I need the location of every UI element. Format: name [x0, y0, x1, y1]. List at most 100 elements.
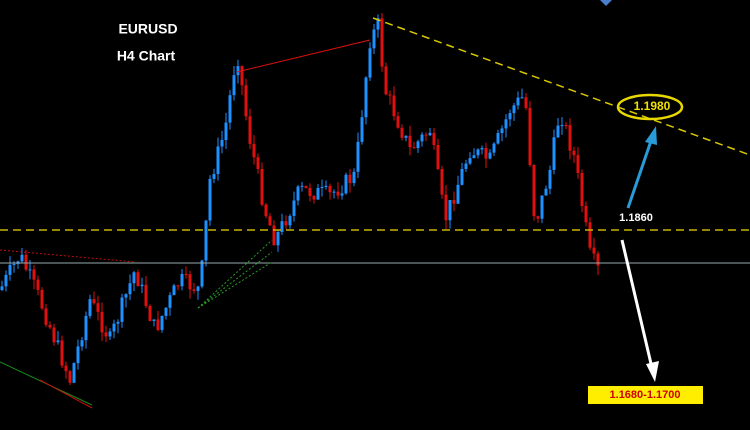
candle [444, 194, 448, 221]
candle [120, 297, 124, 322]
candle [520, 97, 524, 99]
candle [276, 232, 280, 246]
candle [116, 321, 120, 324]
red-line-2 [39, 379, 93, 409]
candle [28, 269, 32, 271]
candle [188, 274, 192, 290]
candle [544, 188, 548, 196]
candle [200, 260, 204, 287]
candle [260, 168, 264, 205]
candle [196, 286, 200, 291]
candle [548, 169, 552, 189]
candle [572, 150, 576, 156]
candle [292, 200, 296, 216]
candle [488, 152, 492, 159]
candle [588, 222, 592, 248]
candle [496, 133, 500, 144]
candle [20, 254, 24, 262]
candle [360, 117, 364, 142]
candle [400, 127, 404, 138]
candle [32, 269, 36, 280]
candles [0, 12, 600, 385]
candle [504, 119, 508, 129]
candle [308, 187, 312, 197]
candle [40, 289, 44, 309]
candle [288, 215, 292, 226]
candle [176, 285, 180, 287]
candle [100, 311, 104, 333]
candle [172, 285, 176, 296]
candle [44, 308, 48, 325]
candle [428, 132, 432, 136]
candle [296, 186, 300, 201]
candle [448, 200, 452, 221]
trendline [372, 17, 750, 156]
candle [136, 272, 140, 287]
candle [240, 66, 244, 86]
candle [12, 263, 16, 265]
down-arrow-head [646, 361, 659, 382]
candle [244, 85, 248, 117]
candle [220, 139, 224, 147]
candle [76, 346, 80, 364]
candle [72, 363, 76, 383]
candle [144, 284, 148, 306]
candle [128, 283, 132, 295]
highlight-ellipse [616, 93, 684, 121]
candle [208, 178, 212, 221]
candle [464, 163, 468, 169]
candle [416, 141, 420, 149]
candle [328, 185, 332, 193]
support-label: 1.1860 [619, 212, 653, 224]
candle [84, 315, 88, 341]
candle [368, 48, 372, 78]
green-dotted-line [197, 251, 273, 309]
candle [404, 135, 408, 138]
candle [528, 107, 532, 166]
target-label: 1.1680-1.1700 [610, 389, 681, 401]
candle [484, 148, 488, 159]
resistance-label: 1.1980 [634, 99, 671, 113]
candle [60, 340, 64, 366]
candle [584, 205, 588, 223]
candle [372, 29, 376, 49]
candle [68, 371, 72, 383]
candle [96, 303, 100, 312]
up-arrow [626, 137, 654, 209]
candle [472, 155, 476, 159]
candle [596, 253, 600, 266]
candle [552, 137, 556, 170]
candle [36, 279, 40, 290]
candle [556, 125, 560, 138]
candle [396, 116, 400, 128]
candle [4, 274, 8, 287]
candle [568, 125, 572, 151]
candle [112, 323, 116, 332]
candle [336, 191, 340, 196]
target-box [588, 386, 703, 404]
candle [224, 122, 228, 140]
candle [436, 145, 440, 170]
candle [388, 94, 392, 96]
candle [108, 331, 112, 337]
candle [124, 294, 128, 298]
candle [536, 216, 540, 219]
red-dotted-line [0, 249, 136, 263]
candle [348, 174, 352, 184]
candle [492, 143, 496, 153]
candle [320, 186, 324, 189]
candle [532, 165, 536, 217]
up-arrow-head [645, 126, 657, 145]
candle [332, 191, 336, 193]
candle [236, 66, 240, 76]
candle [80, 340, 84, 347]
candle [268, 216, 272, 226]
candle [304, 185, 308, 188]
candle [408, 135, 412, 148]
candle [56, 340, 60, 343]
candle [152, 319, 156, 321]
candle [228, 95, 232, 123]
candle [24, 254, 28, 270]
candle [88, 299, 92, 316]
